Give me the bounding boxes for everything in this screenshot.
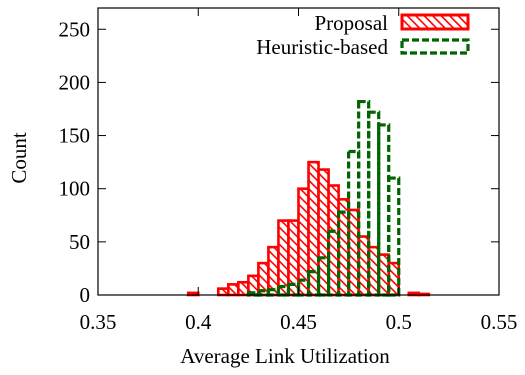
y-axis-title: Count <box>7 132 31 184</box>
y-axis: 0 50 100 150 200 250 <box>59 17 499 307</box>
y-tick-label: 150 <box>59 124 91 148</box>
bar-heuristic <box>357 99 371 297</box>
legend-swatch-heuristic <box>400 38 470 55</box>
bar-proposal <box>227 283 240 297</box>
legend: Proposal Heuristic-based <box>256 11 470 59</box>
bar-proposal <box>217 287 230 297</box>
x-axis-title: Average Link Utilization <box>180 344 390 368</box>
x-tick-label: 0.35 <box>80 310 117 334</box>
bar-heuristic <box>306 270 321 297</box>
legend-label-heuristic: Heuristic-based <box>256 35 388 59</box>
y-tick-label: 100 <box>59 177 91 201</box>
x-tick-label: 0.5 <box>386 310 412 334</box>
bar-heuristic <box>256 289 271 297</box>
y-tick-label: 0 <box>80 283 91 307</box>
y-tick-label: 250 <box>59 17 91 41</box>
x-tick-label: 0.55 <box>481 310 518 334</box>
legend-label-proposal: Proposal <box>315 11 389 35</box>
x-tick-label: 0.45 <box>280 310 317 334</box>
x-tick-label: 0.4 <box>185 310 212 334</box>
series-proposal-bars <box>186 160 431 297</box>
x-axis: 0.35 0.4 0.45 0.5 0.55 <box>80 8 518 334</box>
y-tick-label: 200 <box>59 70 91 94</box>
y-tick-label: 50 <box>69 230 90 254</box>
legend-swatch-proposal <box>400 13 470 31</box>
